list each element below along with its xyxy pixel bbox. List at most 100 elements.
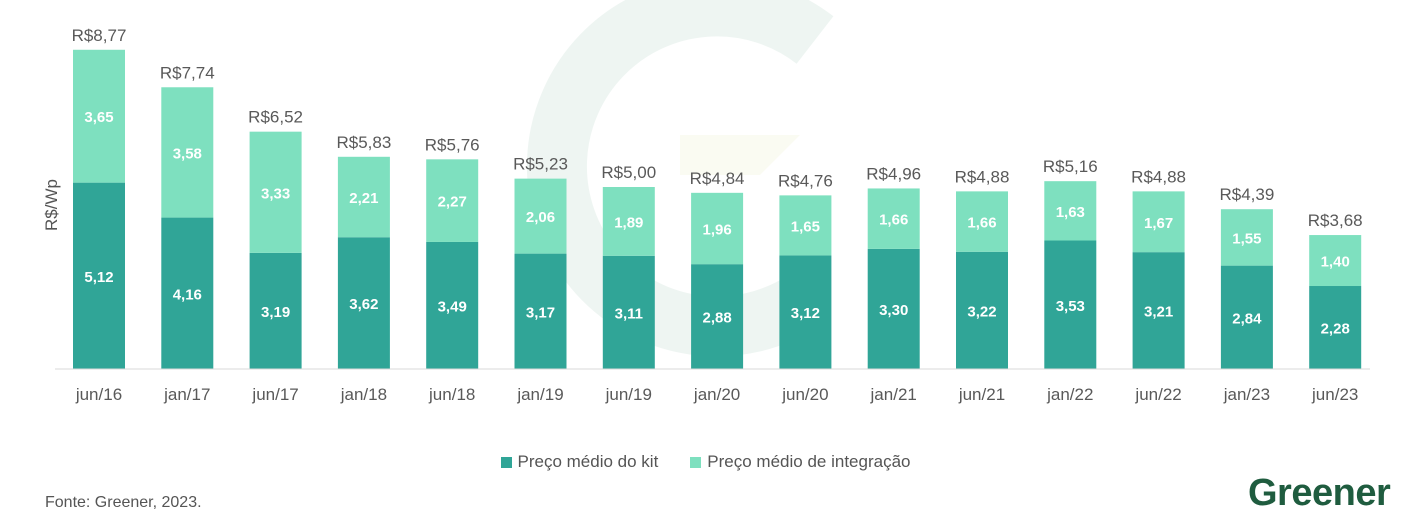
bar-kit-jan/17 bbox=[161, 217, 214, 369]
label-kit-jan/23: 2,84 bbox=[1232, 310, 1262, 327]
bar-kit-jan/19 bbox=[514, 253, 567, 369]
label-kit-jun/23: 2,28 bbox=[1321, 321, 1350, 338]
bar-integration-jan/19 bbox=[514, 178, 567, 254]
label-integration-jun/16: 3,65 bbox=[84, 109, 113, 126]
x-tick-jun/17: jun/17 bbox=[251, 385, 298, 404]
bar-kit-jun/17 bbox=[249, 252, 302, 369]
label-kit-jun/21: 3,22 bbox=[967, 303, 996, 320]
label-integration-jun/23: 1,40 bbox=[1321, 254, 1350, 271]
label-kit-jan/22: 3,53 bbox=[1056, 298, 1085, 315]
label-integration-jan/23: 1,55 bbox=[1232, 230, 1261, 247]
x-tick-jun/16: jun/16 bbox=[75, 385, 122, 404]
x-tick-jun/22: jun/22 bbox=[1134, 385, 1181, 404]
bar-kit-jun/18 bbox=[426, 241, 479, 369]
watermark-logo bbox=[526, 0, 834, 357]
label-integration-jun/19: 1,89 bbox=[614, 214, 643, 231]
total-label-jun/21: R$4,88 bbox=[955, 167, 1010, 186]
bar-integration-jun/16 bbox=[73, 49, 125, 183]
label-integration-jun/17: 3,33 bbox=[261, 185, 290, 202]
label-kit-jan/18: 3,62 bbox=[349, 296, 378, 313]
bar-kit-jan/18 bbox=[337, 237, 390, 369]
x-tick-jun/21: jun/21 bbox=[958, 385, 1005, 404]
x-tick-jan/17: jan/17 bbox=[163, 385, 210, 404]
label-integration-jun/18: 2,27 bbox=[438, 194, 467, 211]
x-tick-jan/22: jan/22 bbox=[1046, 385, 1093, 404]
x-tick-labels: jun/16 jan/17 jun/17 jan/18 jun/18 jan/19 jun/… bbox=[75, 385, 1359, 404]
label-integration-jan/20: 1,96 bbox=[702, 221, 731, 238]
bar-integration-jan/22 bbox=[1044, 181, 1097, 241]
total-label-jan/19: R$5,23 bbox=[513, 155, 568, 174]
x-tick-jan/20: jan/20 bbox=[693, 385, 740, 404]
bar-kit-jun/16 bbox=[73, 182, 125, 369]
total-label-jun/19: R$5,00 bbox=[601, 163, 656, 182]
total-label-jun/17: R$6,52 bbox=[248, 108, 303, 127]
bars-group: 5,12 3,65 R$8,77 4,16 3,58 R$7,74 3,19 3,33 R$6,… bbox=[72, 26, 1363, 369]
bar-kit-jan/20 bbox=[691, 264, 744, 369]
label-integration-jun/21: 1,66 bbox=[967, 215, 996, 232]
label-kit-jun/20: 3,12 bbox=[791, 305, 820, 322]
label-kit-jan/21: 3,30 bbox=[879, 302, 908, 319]
label-kit-jun/19: 3,11 bbox=[615, 305, 643, 322]
bar-integration-jun/18 bbox=[426, 159, 479, 242]
bar-kit-jan/21 bbox=[867, 248, 920, 369]
bar-kit-jan/22 bbox=[1044, 240, 1097, 369]
label-kit-jun/22: 3,21 bbox=[1144, 304, 1173, 321]
total-label-jun/23: R$3,68 bbox=[1308, 211, 1363, 230]
bar-integration-jun/19 bbox=[602, 187, 655, 256]
y-axis-label: R$/Wp bbox=[42, 179, 61, 231]
label-kit-jan/20: 2,88 bbox=[702, 310, 731, 327]
total-label-jan/22: R$5,16 bbox=[1043, 157, 1098, 176]
bar-integration-jun/20 bbox=[779, 195, 832, 256]
x-tick-jan/18: jan/18 bbox=[340, 385, 387, 404]
total-label-jan/18: R$5,83 bbox=[336, 133, 391, 152]
x-tick-jun/20: jun/20 bbox=[781, 385, 828, 404]
legend-item-integration: Preço médio de integração bbox=[690, 452, 910, 472]
bar-integration-jan/21 bbox=[867, 188, 920, 249]
bar-integration-jun/21 bbox=[956, 191, 1008, 252]
total-label-jun/18: R$5,76 bbox=[425, 135, 480, 154]
label-kit-jan/17: 4,16 bbox=[173, 286, 202, 303]
bar-kit-jun/19 bbox=[602, 255, 655, 369]
bar-integration-jan/20 bbox=[691, 192, 744, 265]
bar-integration-jun/23 bbox=[1309, 235, 1362, 287]
total-label-jun/22: R$4,88 bbox=[1131, 167, 1186, 186]
total-label-jan/23: R$4,39 bbox=[1219, 185, 1274, 204]
greener-logo: Greener bbox=[1248, 472, 1391, 514]
bar-kit-jun/22 bbox=[1132, 252, 1185, 369]
x-tick-jun/23: jun/23 bbox=[1311, 385, 1358, 404]
label-kit-jun/17: 3,19 bbox=[261, 304, 290, 321]
label-integration-jan/21: 1,66 bbox=[879, 212, 908, 229]
legend-label-integration: Preço médio de integração bbox=[707, 452, 911, 471]
stacked-bar-chart: R$/Wp 5,12 3,65 R$8,77 4,16 3,58 R$7,74 3,19 3,… bbox=[42, 0, 1370, 404]
total-label-jan/17: R$7,74 bbox=[160, 63, 215, 82]
legend: Preço médio do kit Preço médio de integr… bbox=[0, 452, 1411, 472]
bar-kit-jun/20 bbox=[779, 255, 832, 369]
bar-integration-jan/17 bbox=[161, 87, 214, 218]
legend-swatch-kit bbox=[500, 456, 512, 468]
total-label-jan/20: R$4,84 bbox=[690, 169, 745, 188]
label-integration-jan/17: 3,58 bbox=[173, 145, 202, 162]
label-integration-jun/20: 1,65 bbox=[791, 218, 820, 235]
label-kit-jun/16: 5,12 bbox=[84, 269, 113, 286]
bar-kit-jan/23 bbox=[1220, 265, 1273, 369]
label-kit-jan/19: 3,17 bbox=[526, 304, 555, 321]
total-label-jan/21: R$4,96 bbox=[866, 164, 921, 183]
bar-kit-jun/21 bbox=[956, 251, 1008, 369]
x-tick-jan/21: jan/21 bbox=[870, 385, 917, 404]
bar-integration-jan/18 bbox=[337, 156, 390, 238]
bar-integration-jun/22 bbox=[1132, 191, 1185, 253]
bar-integration-jun/17 bbox=[249, 131, 302, 253]
bar-kit-jun/23 bbox=[1309, 286, 1362, 369]
legend-label-kit: Preço médio do kit bbox=[517, 452, 659, 471]
legend-swatch-integration bbox=[690, 456, 702, 468]
total-label-jun/16: R$8,77 bbox=[72, 26, 127, 45]
source-note: Fonte: Greener, 2023. bbox=[45, 494, 202, 511]
x-tick-jun/19: jun/19 bbox=[605, 385, 652, 404]
x-tick-jun/18: jun/18 bbox=[428, 385, 475, 404]
bar-integration-jan/23 bbox=[1220, 209, 1273, 266]
total-label-jun/20: R$4,76 bbox=[778, 171, 833, 190]
label-integration-jan/19: 2,06 bbox=[526, 209, 555, 226]
label-integration-jun/22: 1,67 bbox=[1144, 215, 1173, 232]
x-tick-jan/19: jan/19 bbox=[516, 385, 563, 404]
label-integration-jan/18: 2,21 bbox=[349, 190, 378, 207]
